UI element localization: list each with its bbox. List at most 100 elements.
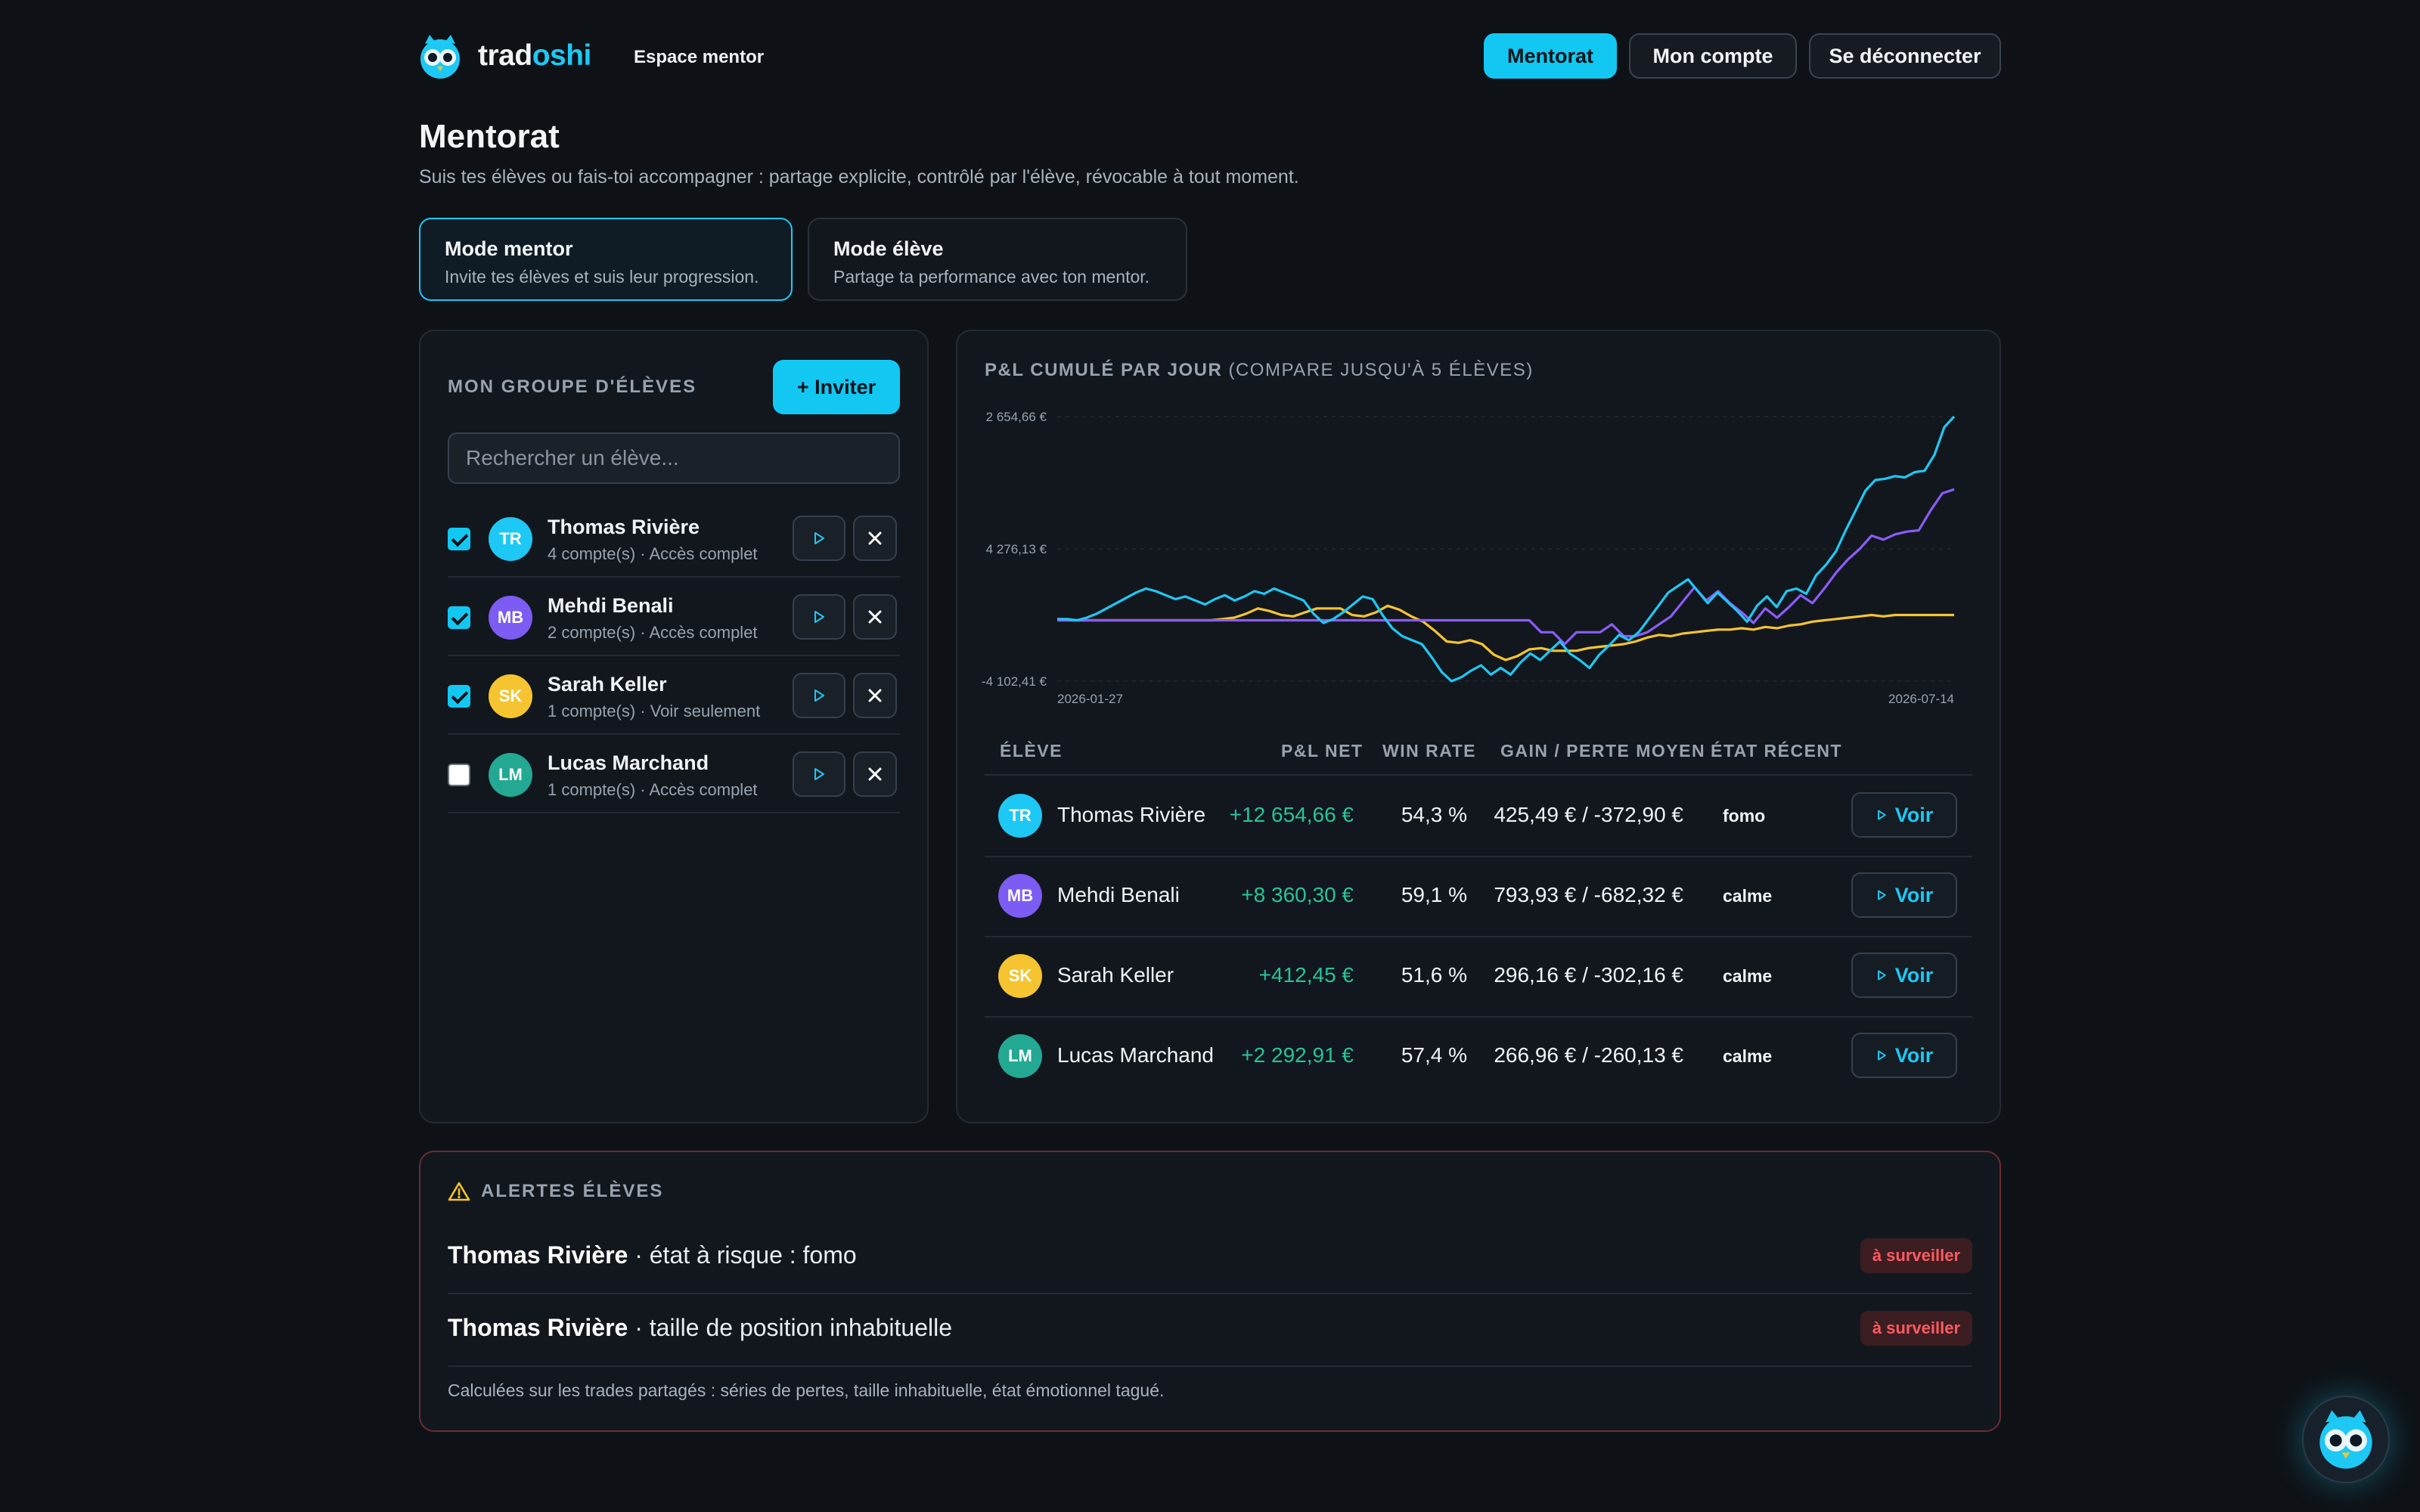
table-row: MB Mehdi Benali +8 360,30 € 59,1 % 793,9… [985, 856, 1972, 936]
view-student-button[interactable] [793, 594, 845, 640]
pnl-value: +2 292,91 € [1241, 1043, 1354, 1067]
table-divider [985, 1016, 1972, 1018]
play-icon [1877, 970, 1886, 981]
logout-button[interactable]: Se déconnecter [1809, 33, 2001, 79]
page-title: Mentorat [419, 118, 560, 155]
voir-button[interactable]: Voir [1851, 953, 1957, 998]
alerts-header: ALERTES ÉLÈVES [448, 1181, 663, 1202]
avg-value: 296,16 € / -302,16 € [1494, 963, 1683, 987]
student-name: Lucas Marchand [1057, 1043, 1215, 1067]
x-tick-label: 2026-07-14 [1888, 692, 1954, 706]
table-divider [985, 936, 1972, 937]
brand-name[interactable]: tradoshi [478, 39, 591, 72]
student-meta: 2 compte(s) · Accès complet [548, 623, 758, 642]
mode-description: Invite tes élèves et suis leur progressi… [445, 267, 759, 287]
table-row: LM Lucas Marchand +2 292,91 € 57,4 % 266… [985, 1016, 1972, 1096]
avatar: SK [998, 954, 1042, 998]
pnl-value: +412,45 € [1258, 963, 1354, 987]
assistant-button[interactable] [2302, 1396, 2390, 1483]
x-tick-label: 2026-01-27 [1057, 692, 1123, 706]
voir-label: Voir [1894, 963, 1934, 987]
alert-item[interactable]: Thomas Rivière · taille de position inha… [448, 1294, 1972, 1367]
group-title: MON GROUPE D'ÉLÈVES [448, 376, 697, 397]
alerts-panel [419, 1151, 2001, 1432]
y-tick-label: -4 102,41 € [982, 674, 1047, 689]
table-row: TR Thomas Rivière +12 654,66 € 54,3 % 42… [985, 776, 1972, 856]
alerts-footnote: Calculées sur les trades partagés : séri… [448, 1380, 1165, 1400]
table-divider [985, 856, 1972, 857]
invite-button[interactable]: + Inviter [773, 360, 900, 414]
mode-title: Mode élève [833, 237, 944, 260]
remove-student-button[interactable] [853, 516, 897, 561]
state-value: calme [1723, 966, 1773, 986]
play-icon [1877, 810, 1886, 820]
remove-student-button[interactable] [853, 673, 897, 718]
warning-icon [448, 1182, 470, 1201]
winrate-value: 51,6 % [1401, 963, 1467, 987]
student-name: Thomas Rivière [1057, 803, 1206, 826]
student-checkbox[interactable] [448, 764, 470, 786]
series-line-0 [1057, 415, 1956, 683]
student-name: Mehdi Benali [548, 594, 674, 617]
play-icon [1877, 890, 1886, 900]
col-header-eleve: ÉLÈVE [1000, 741, 1063, 761]
avg-value: 793,93 € / -682,32 € [1494, 883, 1683, 906]
avatar: MB [998, 874, 1042, 918]
winrate-value: 59,1 % [1401, 883, 1467, 906]
close-icon [868, 531, 882, 545]
owl-logo-icon [420, 35, 460, 79]
page-subtitle: Suis tes élèves ou fais-toi accompagner … [419, 166, 1299, 187]
avg-value: 425,49 € / -372,90 € [1494, 803, 1683, 826]
series-line-1 [1057, 488, 1955, 646]
avatar: SK [489, 674, 532, 718]
avatar: TR [489, 517, 532, 561]
mode-mentor-card[interactable]: Mode mentor Invite tes élèves et suis le… [419, 218, 793, 301]
voir-button[interactable]: Voir [1851, 1033, 1957, 1078]
avatar: LM [489, 753, 532, 797]
student-search-input[interactable] [448, 432, 900, 484]
performance-panel [956, 330, 2001, 1123]
student-name: Thomas Rivière [548, 516, 700, 538]
view-student-button[interactable] [793, 673, 845, 718]
state-value: fomo [1723, 806, 1766, 826]
student-checkbox[interactable] [448, 528, 470, 550]
pnl-line-chart: 2 654,66 € 4 276,13 € -4 102,41 € 2026-0… [982, 410, 1956, 706]
account-nav-button[interactable]: Mon compte [1629, 33, 1797, 79]
alert-item[interactable]: Thomas Rivière · état à risque : fomo à … [448, 1222, 1972, 1294]
student-name: Sarah Keller [548, 673, 667, 696]
student-name: Mehdi Benali [1057, 883, 1180, 906]
status-badge: à surveiller [1860, 1238, 1972, 1273]
voir-button[interactable]: Voir [1851, 872, 1957, 918]
avatar: LM [998, 1034, 1042, 1078]
y-tick-label: 2 654,66 € [986, 410, 1047, 424]
pnl-value: +8 360,30 € [1241, 883, 1354, 906]
remove-student-button[interactable] [853, 751, 897, 797]
student-row: MB Mehdi Benali 2 compte(s) · Accès comp… [448, 578, 900, 656]
table-divider [985, 774, 1972, 776]
student-checkbox[interactable] [448, 685, 470, 708]
student-name: Lucas Marchand [548, 751, 709, 774]
voir-label: Voir [1894, 803, 1934, 826]
y-tick-label: 4 276,13 € [986, 542, 1047, 556]
view-student-button[interactable] [793, 516, 845, 561]
close-icon [868, 767, 882, 781]
chart-title: P&L CUMULÉ PAR JOUR (COMPARE JUSQU'À 5 É… [985, 360, 1534, 380]
pnl-value: +12 654,66 € [1229, 803, 1354, 826]
student-row: TR Thomas Rivière 4 compte(s) · Accès co… [448, 499, 900, 578]
remove-student-button[interactable] [853, 594, 897, 640]
winrate-value: 57,4 % [1401, 1043, 1467, 1067]
student-checkbox[interactable] [448, 606, 470, 629]
space-label: Espace mentor [634, 47, 765, 67]
view-student-button[interactable] [793, 751, 845, 797]
mentorat-nav-button[interactable]: Mentorat [1484, 33, 1617, 79]
mode-eleve-card[interactable]: Mode élève Partage ta performance avec t… [808, 218, 1187, 301]
student-row: LM Lucas Marchand 1 compte(s) · Accès co… [448, 735, 900, 813]
avg-value: 266,96 € / -260,13 € [1494, 1043, 1683, 1067]
state-value: calme [1723, 886, 1773, 906]
voir-button[interactable]: Voir [1851, 792, 1957, 838]
mode-description: Partage ta performance avec ton mentor. [833, 267, 1150, 287]
status-badge: à surveiller [1860, 1311, 1972, 1346]
alert-text: Thomas Rivière · état à risque : fomo [448, 1241, 857, 1269]
mode-title: Mode mentor [445, 237, 573, 260]
play-icon [814, 611, 824, 623]
